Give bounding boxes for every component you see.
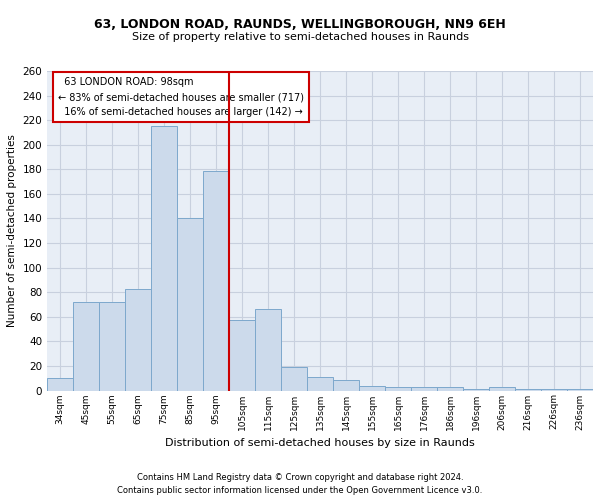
Bar — [489, 387, 515, 390]
Text: Contains HM Land Registry data © Crown copyright and database right 2024.: Contains HM Land Registry data © Crown c… — [137, 472, 463, 482]
Bar — [281, 367, 307, 390]
Text: 63, LONDON ROAD, RAUNDS, WELLINGBOROUGH, NN9 6EH: 63, LONDON ROAD, RAUNDS, WELLINGBOROUGH,… — [94, 18, 506, 30]
Bar — [151, 126, 177, 390]
Bar — [203, 170, 229, 390]
Bar — [359, 386, 385, 390]
Bar — [125, 288, 151, 390]
Y-axis label: Number of semi-detached properties: Number of semi-detached properties — [7, 134, 17, 327]
Bar — [411, 387, 437, 390]
Bar — [47, 378, 73, 390]
Bar — [255, 310, 281, 390]
Bar — [99, 302, 125, 390]
Bar — [73, 302, 99, 390]
Text: 63 LONDON ROAD: 98sqm  
← 83% of semi-detached houses are smaller (717)
  16% of: 63 LONDON ROAD: 98sqm ← 83% of semi-deta… — [58, 78, 304, 117]
Bar — [333, 380, 359, 390]
Text: Size of property relative to semi-detached houses in Raunds: Size of property relative to semi-detach… — [131, 32, 469, 42]
Bar — [437, 387, 463, 390]
Text: Contains public sector information licensed under the Open Government Licence v3: Contains public sector information licen… — [118, 486, 482, 495]
X-axis label: Distribution of semi-detached houses by size in Raunds: Distribution of semi-detached houses by … — [165, 438, 475, 448]
Bar — [177, 218, 203, 390]
Bar — [307, 377, 333, 390]
Bar — [229, 320, 255, 390]
Bar — [385, 387, 411, 390]
